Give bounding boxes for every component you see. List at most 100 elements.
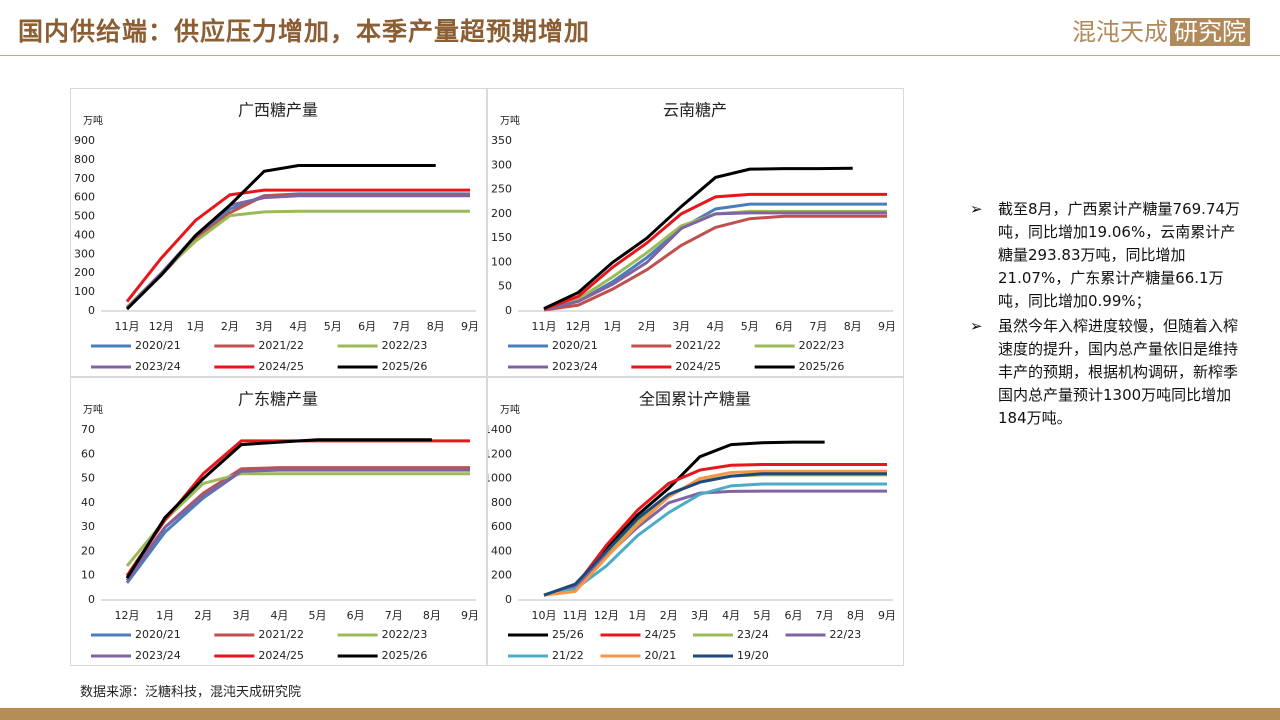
x-tick-label: 1月 xyxy=(629,609,647,622)
y-tick-label: 800 xyxy=(491,496,512,509)
y-tick-label: 50 xyxy=(81,472,95,485)
chart-panel: 广东糖产量 万吨 0 10 20 30 40 50 60 70 12月 1月 2月 3月 4月 5月 6月 7月 8… xyxy=(70,377,487,666)
x-tick-label: 11月 xyxy=(563,609,588,622)
x-tick-label: 6月 xyxy=(784,609,802,622)
x-tick-label: 10月 xyxy=(532,609,557,622)
x-tick-label: 9月 xyxy=(461,320,479,333)
x-tick-label: 7月 xyxy=(385,609,403,622)
legend-label: 2022/23 xyxy=(382,628,428,641)
legend-label: 2021/22 xyxy=(258,628,304,641)
logo-box: 研究院 xyxy=(1170,18,1250,46)
slide-title: 国内供给端：供应压力增加，本季产量超预期增加 xyxy=(18,17,591,46)
legend-label: 2024/25 xyxy=(258,649,304,662)
line xyxy=(125,438,432,579)
y-tick-label: 300 xyxy=(491,158,512,171)
line xyxy=(543,166,853,310)
y-tick-label: 1000 xyxy=(488,472,512,485)
legend-label: 2020/21 xyxy=(135,628,181,641)
y-tick-label: 600 xyxy=(491,520,512,533)
y-tick-label: 700 xyxy=(74,172,95,185)
footer-bar xyxy=(0,708,1280,720)
x-tick-label: 2月 xyxy=(194,609,212,622)
x-tick-label: 3月 xyxy=(672,320,690,333)
x-tick-label: 5月 xyxy=(309,609,327,622)
x-tick-label: 2月 xyxy=(660,609,678,622)
y-tick-label: 400 xyxy=(491,544,512,557)
x-tick-label: 9月 xyxy=(461,609,479,622)
y-tick-label: 600 xyxy=(74,191,95,204)
x-tick-label: 12月 xyxy=(115,609,140,622)
x-tick-label: 1月 xyxy=(187,320,205,333)
x-tick-label: 8月 xyxy=(847,609,865,622)
legend-label: 2020/21 xyxy=(135,339,181,352)
chart-panel: 云南糖产 万吨 0 50 100 150 200 250 300 350 11月 12月 1月 2月 3月 4… xyxy=(487,88,904,377)
chart-panel: 广西糖产量 万吨 0 100 200 300 400 500 600 700 800 900 11月 12… xyxy=(70,88,487,377)
x-tick-label: 4月 xyxy=(707,320,725,333)
legend-label: 2024/25 xyxy=(675,360,721,373)
y-tick-label: 0 xyxy=(88,304,95,317)
line xyxy=(543,192,887,311)
y-tick-label: 150 xyxy=(491,231,512,244)
legend-label: 21/22 xyxy=(552,649,584,662)
legend-label: 2025/26 xyxy=(799,360,845,373)
x-tick-label: 7月 xyxy=(809,320,827,333)
line xyxy=(543,462,887,597)
legend-label: 2025/26 xyxy=(382,649,428,662)
y-tick-label: 250 xyxy=(491,183,512,196)
y-tick-label: 1200 xyxy=(488,447,512,460)
x-tick-label: 12月 xyxy=(566,320,591,333)
source: 数据来源：泛糖科技，混沌天成研究院 xyxy=(80,685,302,700)
x-tick-label: 5月 xyxy=(324,320,342,333)
y-tick-label: 200 xyxy=(491,569,512,582)
x-tick-label: 9月 xyxy=(878,320,896,333)
legend-label: 23/24 xyxy=(737,628,769,641)
y-tick-label: 20 xyxy=(81,544,95,557)
y-tick-label: 400 xyxy=(74,228,95,241)
chart-title: 广西糖产量 xyxy=(238,101,318,120)
x-tick-label: 12月 xyxy=(149,320,174,333)
y-tick-label: 1400 xyxy=(488,423,512,436)
legend-label: 2023/24 xyxy=(552,360,598,373)
y-tick-label: 900 xyxy=(74,134,95,147)
legend-label: 19/20 xyxy=(737,649,769,662)
line xyxy=(543,211,887,312)
y-tick-label: 100 xyxy=(74,285,95,298)
x-tick-label: 4月 xyxy=(290,320,308,333)
x-tick-label: 6月 xyxy=(775,320,793,333)
x-tick-label: 3月 xyxy=(255,320,273,333)
chart-title: 全国累计产糖量 xyxy=(639,390,751,409)
y-axis-label: 万吨 xyxy=(83,403,103,416)
x-tick-label: 8月 xyxy=(844,320,862,333)
logo: 混沌天成 研究院 xyxy=(1072,12,1250,47)
x-tick-label: 3月 xyxy=(232,609,250,622)
x-tick-label: 2月 xyxy=(221,320,239,333)
line xyxy=(125,468,470,582)
x-tick-label: 4月 xyxy=(722,609,740,622)
legend-label: 2021/22 xyxy=(675,339,721,352)
line xyxy=(125,188,470,303)
y-tick-label: 50 xyxy=(498,280,512,293)
line xyxy=(125,164,436,311)
x-tick-label: 7月 xyxy=(816,609,834,622)
x-tick-label: 8月 xyxy=(423,609,441,622)
legend-label: 2025/26 xyxy=(382,360,428,373)
y-tick-label: 350 xyxy=(491,134,512,147)
legend-label: 2022/23 xyxy=(799,339,845,352)
x-tick-label: 2月 xyxy=(638,320,656,333)
chart-title: 云南糖产 xyxy=(663,101,727,120)
y-tick-label: 300 xyxy=(74,247,95,260)
line xyxy=(125,209,470,309)
x-tick-label: 8月 xyxy=(427,320,445,333)
legend-label: 2020/21 xyxy=(552,339,598,352)
y-tick-label: 30 xyxy=(81,520,95,533)
legend-label: 2022/23 xyxy=(382,339,428,352)
x-tick-label: 1月 xyxy=(156,609,174,622)
y-tick-label: 70 xyxy=(81,423,95,436)
line xyxy=(543,214,887,312)
line xyxy=(543,472,887,597)
legend-label: 24/25 xyxy=(645,628,677,641)
